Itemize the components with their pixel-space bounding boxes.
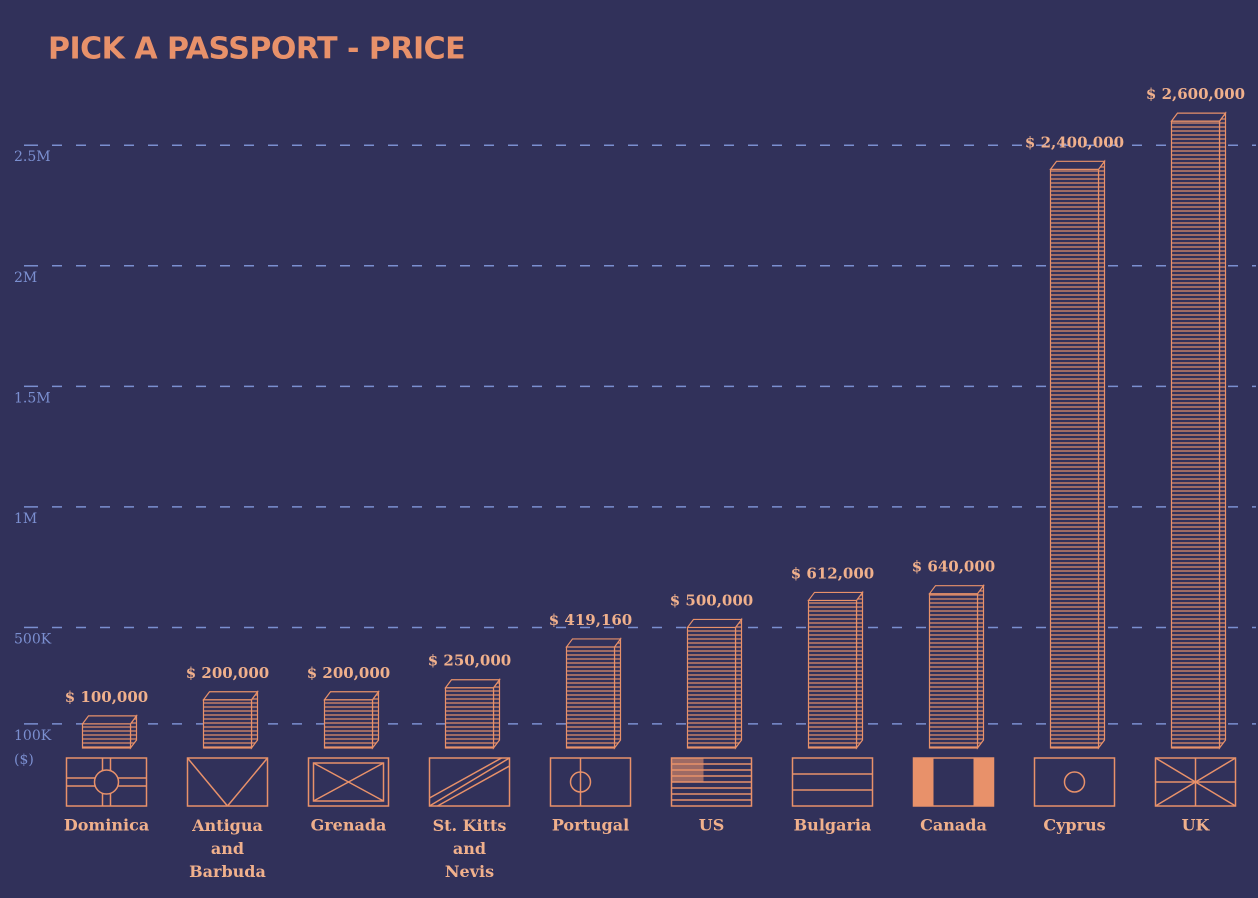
flag-outline [791,757,874,807]
bar-side [1218,111,1227,750]
flag-detail [429,757,502,799]
flag-outline [65,757,148,807]
bar [1170,120,1221,749]
flag-outline [1033,757,1116,807]
flag-detail [437,765,510,807]
flag-outline [307,757,390,807]
flag-detail [226,757,269,807]
bar-top [444,679,501,689]
bar-side [976,583,985,750]
bar [1049,168,1100,749]
bar-side [613,637,622,750]
bar-side [855,590,864,750]
bar [565,646,616,749]
y-tick-label: 500K [14,631,52,647]
flag-detail [913,758,934,806]
value-label: $ 200,000 [307,664,391,682]
y-tick-label: 1M [14,511,37,527]
bar-top [202,691,259,701]
bar [928,593,979,749]
y-tick-label: 2.5M [14,149,51,165]
y-tick-label: 100K ($) [14,728,52,768]
flag [65,757,148,807]
value-label: $ 500,000 [670,591,754,609]
value-label: $ 419,160 [549,611,633,629]
flag [1154,757,1237,807]
bar-top [1049,160,1106,170]
x-tick-label: Antigua and Barbuda [189,816,266,881]
bar-side [250,689,259,750]
flag-detail [671,758,704,782]
bar-side [1097,159,1106,750]
flag [1033,757,1116,807]
x-tick-label: UK [1182,816,1211,835]
flag [670,757,753,807]
bar-top [323,691,380,701]
bar-top [565,638,622,648]
flag-detail [1063,771,1086,793]
flag-detail [429,757,510,807]
flag [791,757,874,807]
flag-detail [313,762,384,802]
x-tick-label: Canada [920,816,987,835]
flag [186,757,269,807]
bar-side [734,617,743,750]
bar [81,723,132,749]
y-tick-label: 2M [14,270,37,286]
value-label: $ 100,000 [65,688,149,706]
flag [428,757,511,807]
value-label: $ 2,600,000 [1146,85,1245,103]
bar-side [492,677,501,750]
bar-top [807,591,864,602]
bar [686,626,737,749]
flag-outline [428,757,511,807]
flag-detail [186,757,229,807]
bar-side [371,689,380,750]
flag-detail [312,762,385,802]
bar [807,599,858,749]
x-tick-label: Grenada [311,816,387,835]
flag-detail [973,758,994,806]
flag [307,757,390,807]
flag-outline [186,757,269,807]
x-tick-label: Portugal [552,816,629,835]
value-label: $ 2,400,000 [1025,133,1124,151]
bar [202,699,253,749]
x-tick-label: St. Kitts and Nevis [433,816,507,881]
bar-top [928,585,985,595]
bar [444,687,495,749]
value-label: $ 250,000 [428,652,512,670]
flag-detail [569,771,592,793]
value-label: $ 640,000 [912,558,996,576]
value-label: $ 612,000 [791,564,875,582]
bar-top [686,618,743,629]
chart-title: PICK A PASSPORT - PRICE [48,32,465,67]
x-tick-label: US [699,816,725,835]
flag [549,757,632,807]
flag [912,757,995,807]
bar-top [81,715,138,725]
bar [323,699,374,749]
value-label: $ 200,000 [186,664,270,682]
x-tick-label: Cyprus [1043,816,1105,835]
bar-top [1170,112,1227,122]
y-tick-label: 1.5M [14,390,51,406]
x-tick-label: Bulgaria [794,816,872,835]
x-tick-label: Dominica [64,816,149,835]
flag-outline [549,757,632,807]
flag-detail [93,769,120,795]
